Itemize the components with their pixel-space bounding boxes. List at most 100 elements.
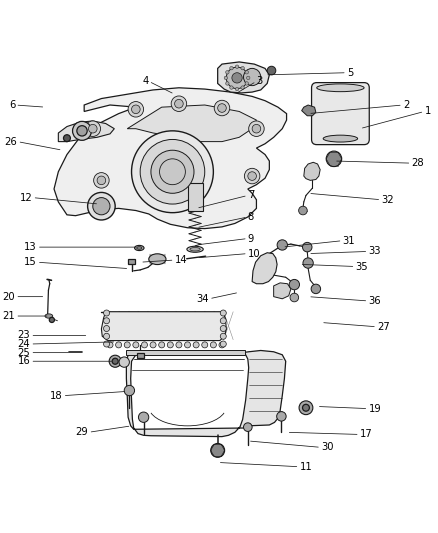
- Text: 31: 31: [343, 236, 355, 246]
- Circle shape: [290, 293, 299, 302]
- Text: 30: 30: [321, 442, 333, 453]
- Text: 35: 35: [356, 262, 368, 271]
- Circle shape: [107, 342, 113, 348]
- Circle shape: [218, 104, 226, 112]
- Circle shape: [167, 342, 173, 348]
- Circle shape: [226, 82, 229, 85]
- Circle shape: [150, 342, 156, 348]
- Circle shape: [131, 131, 213, 213]
- Text: 5: 5: [347, 68, 353, 78]
- Text: 18: 18: [50, 391, 63, 401]
- Circle shape: [220, 310, 226, 316]
- Circle shape: [232, 72, 242, 83]
- Circle shape: [230, 67, 233, 70]
- Circle shape: [138, 412, 149, 422]
- Circle shape: [277, 240, 287, 250]
- Circle shape: [289, 279, 300, 290]
- Circle shape: [131, 105, 140, 114]
- Text: 23: 23: [18, 330, 30, 341]
- Circle shape: [77, 126, 87, 136]
- Circle shape: [244, 423, 252, 431]
- Circle shape: [219, 342, 225, 348]
- Circle shape: [245, 82, 248, 85]
- Text: 16: 16: [18, 356, 30, 366]
- Circle shape: [193, 342, 199, 348]
- Polygon shape: [252, 253, 277, 284]
- Circle shape: [244, 68, 261, 86]
- Circle shape: [94, 173, 109, 188]
- Circle shape: [124, 385, 134, 395]
- Text: 27: 27: [377, 322, 390, 332]
- Circle shape: [49, 317, 54, 322]
- Circle shape: [175, 100, 183, 108]
- Circle shape: [116, 342, 122, 348]
- Ellipse shape: [317, 84, 364, 92]
- Text: 1: 1: [424, 107, 431, 117]
- Text: 34: 34: [197, 294, 209, 304]
- Circle shape: [119, 357, 129, 367]
- Polygon shape: [102, 312, 226, 341]
- Text: 28: 28: [411, 158, 424, 168]
- Circle shape: [267, 66, 276, 75]
- Text: 24: 24: [18, 339, 30, 349]
- Circle shape: [277, 411, 286, 421]
- Text: 36: 36: [368, 296, 381, 306]
- Circle shape: [112, 358, 118, 364]
- Circle shape: [103, 333, 110, 340]
- Text: 33: 33: [368, 246, 381, 256]
- Ellipse shape: [323, 135, 358, 142]
- Text: 11: 11: [300, 462, 312, 472]
- Text: 12: 12: [20, 192, 32, 203]
- Circle shape: [241, 86, 244, 90]
- Circle shape: [303, 405, 309, 411]
- Circle shape: [248, 172, 256, 180]
- Circle shape: [140, 140, 205, 204]
- Circle shape: [88, 192, 115, 220]
- Circle shape: [64, 135, 71, 142]
- Ellipse shape: [45, 314, 53, 318]
- Circle shape: [184, 342, 191, 348]
- Circle shape: [159, 342, 165, 348]
- Text: 19: 19: [368, 403, 381, 414]
- Circle shape: [220, 333, 226, 340]
- Polygon shape: [274, 283, 291, 299]
- Circle shape: [124, 342, 130, 348]
- Bar: [137, 353, 144, 358]
- Circle shape: [103, 326, 110, 332]
- Polygon shape: [218, 62, 269, 93]
- Circle shape: [211, 443, 225, 457]
- Ellipse shape: [134, 245, 144, 251]
- Polygon shape: [304, 162, 320, 180]
- Bar: [127, 350, 245, 355]
- Text: 32: 32: [381, 195, 394, 205]
- Circle shape: [88, 124, 97, 133]
- Text: 14: 14: [175, 255, 187, 265]
- Circle shape: [103, 341, 110, 347]
- Circle shape: [326, 151, 342, 167]
- Circle shape: [247, 76, 250, 79]
- Circle shape: [303, 258, 313, 268]
- Text: 13: 13: [24, 242, 37, 252]
- Circle shape: [249, 121, 264, 136]
- Circle shape: [226, 70, 229, 74]
- Text: 7: 7: [248, 190, 254, 200]
- Circle shape: [141, 342, 148, 348]
- Circle shape: [235, 87, 239, 91]
- Circle shape: [299, 401, 313, 415]
- Polygon shape: [54, 88, 286, 229]
- Circle shape: [73, 122, 92, 140]
- Circle shape: [103, 318, 110, 324]
- Text: 25: 25: [18, 348, 30, 358]
- Text: 4: 4: [142, 76, 149, 86]
- Ellipse shape: [190, 247, 200, 251]
- Circle shape: [93, 198, 110, 215]
- Circle shape: [85, 121, 101, 136]
- Text: 29: 29: [76, 427, 88, 437]
- Circle shape: [109, 355, 121, 367]
- Circle shape: [244, 168, 260, 184]
- Text: 10: 10: [248, 248, 261, 259]
- Text: 17: 17: [360, 430, 373, 439]
- Circle shape: [210, 342, 216, 348]
- Circle shape: [311, 284, 321, 294]
- Ellipse shape: [137, 247, 142, 249]
